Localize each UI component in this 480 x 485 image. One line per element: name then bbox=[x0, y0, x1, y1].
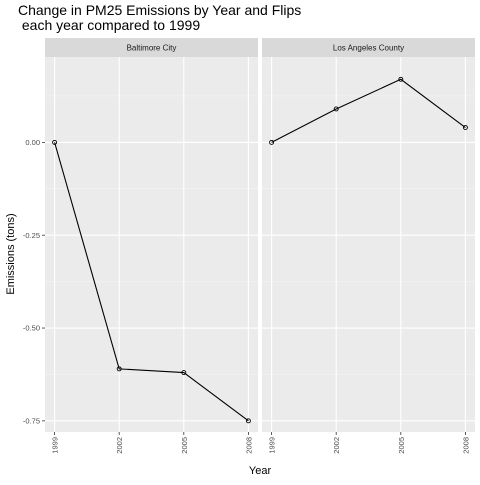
series-line bbox=[271, 78, 466, 143]
x-tick-label: 1999 bbox=[51, 437, 60, 454]
strip-background bbox=[262, 38, 475, 57]
strip-background bbox=[45, 38, 258, 57]
panel-background bbox=[262, 57, 475, 432]
x-tick-label: 2002 bbox=[115, 437, 124, 454]
y-tick-label: 0.00 bbox=[25, 138, 40, 147]
x-tick-label: 1999 bbox=[268, 437, 277, 454]
panel-background bbox=[45, 57, 258, 432]
x-tick-label: 2008 bbox=[461, 437, 470, 454]
data-point bbox=[398, 76, 404, 82]
y-tick-label: -0.25 bbox=[23, 231, 40, 240]
chart-title-line-1: Change in PM25 Emissions by Year and Fli… bbox=[18, 2, 301, 18]
panel-2: Los Angeles County 1999 2002 2005 2008 bbox=[262, 38, 475, 454]
panels: Baltimore City 1999 2002 2005 2008 0.00 -0.25 -… bbox=[23, 38, 475, 454]
x-tick-label: 2008 bbox=[244, 437, 253, 454]
data-point bbox=[181, 370, 187, 376]
chart-title-line-2: each year compared to 1999 bbox=[18, 17, 200, 33]
x-axis-title: Year bbox=[249, 465, 272, 477]
data-point bbox=[462, 125, 468, 130]
data-point bbox=[52, 139, 58, 145]
strip-label: Baltimore City bbox=[127, 44, 177, 53]
panel-1: Baltimore City 1999 2002 2005 2008 0.00 -0.25 -… bbox=[23, 38, 258, 454]
strip-label: Los Angeles County bbox=[333, 44, 404, 53]
x-tick-label: 2005 bbox=[180, 437, 189, 454]
x-tick-label: 2002 bbox=[332, 437, 341, 454]
data-point bbox=[116, 366, 122, 372]
x-tick-label: 2005 bbox=[397, 437, 406, 454]
data-point bbox=[269, 139, 275, 145]
data-point bbox=[333, 106, 339, 112]
y-axis-title: Emissions (tons) bbox=[5, 213, 17, 294]
y-tick-label: -0.50 bbox=[23, 324, 40, 333]
data-point bbox=[245, 418, 251, 424]
y-tick-label: -0.75 bbox=[23, 416, 40, 425]
series-line bbox=[54, 142, 249, 422]
